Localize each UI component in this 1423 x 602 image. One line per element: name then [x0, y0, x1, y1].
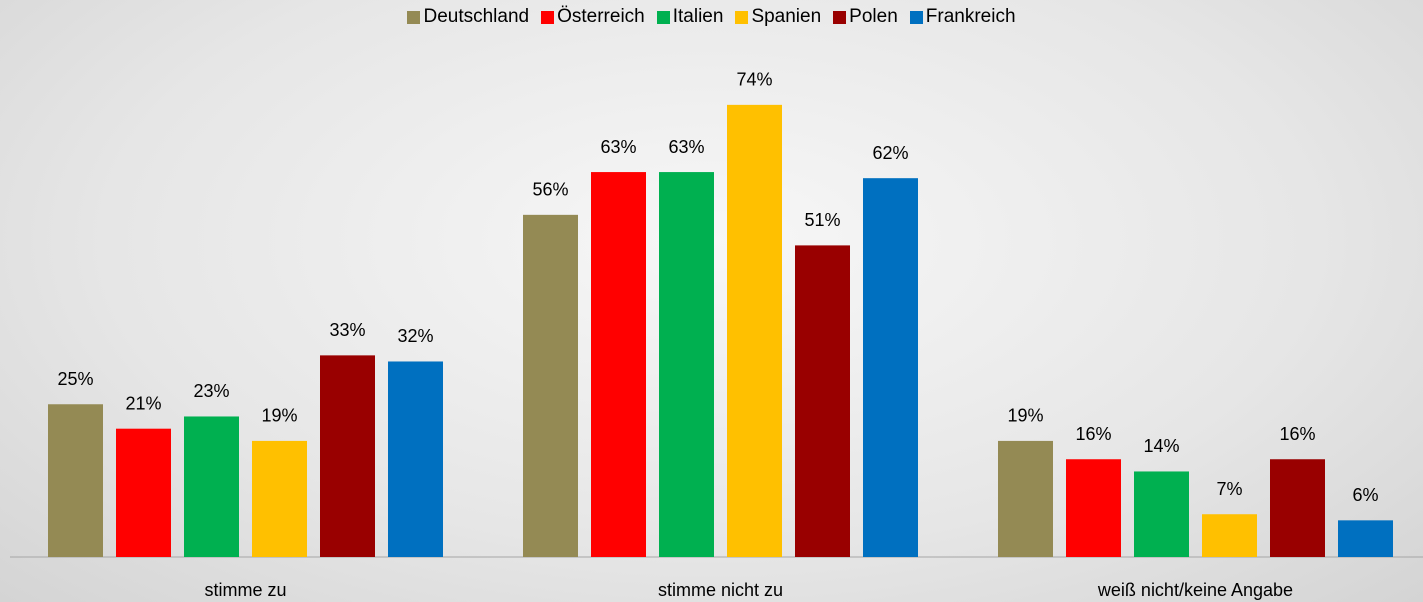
- bar: [998, 440, 1053, 557]
- x-tick-label: weiß nicht/keine Angabe: [1097, 580, 1293, 600]
- data-label: 14%: [1143, 436, 1179, 456]
- x-tick-label: stimme nicht zu: [658, 580, 783, 600]
- bar: [1338, 520, 1393, 557]
- bar: [184, 416, 239, 557]
- bar: [1270, 459, 1325, 557]
- legend-entry: Italien: [656, 6, 724, 28]
- data-label: 32%: [397, 326, 433, 346]
- legend: Deutschland Österreich Italien Spanien Polen…: [0, 6, 1423, 28]
- bar: [1066, 459, 1121, 557]
- legend-label: Spanien: [751, 6, 822, 27]
- legend-swatch: [656, 10, 670, 24]
- legend-entry: Spanien: [735, 6, 821, 28]
- data-label: 6%: [1352, 485, 1378, 505]
- legend-entry: Deutschland: [407, 6, 529, 28]
- bar: [48, 404, 103, 557]
- data-label: 62%: [872, 143, 908, 163]
- data-label: 33%: [329, 320, 365, 340]
- data-label: 16%: [1075, 424, 1111, 444]
- legend-entry: Frankreich: [909, 6, 1016, 28]
- bar: [727, 104, 782, 558]
- bar: [523, 214, 578, 557]
- data-label: 63%: [668, 137, 704, 157]
- legend-label: Italien: [672, 6, 724, 27]
- legend-label: Frankreich: [925, 6, 1016, 27]
- data-label: 63%: [600, 137, 636, 157]
- legend-swatch: [735, 10, 749, 24]
- legend-label: Deutschland: [423, 6, 530, 27]
- legend-entry: Österreich: [541, 6, 645, 28]
- bar: [320, 355, 375, 557]
- bar: [1202, 514, 1257, 557]
- data-label: 21%: [125, 393, 161, 413]
- legend-swatch: [407, 10, 421, 24]
- data-label: 23%: [193, 381, 229, 401]
- data-label: 19%: [1007, 406, 1043, 426]
- x-tick-label: stimme zu: [204, 580, 286, 600]
- data-label: 25%: [57, 369, 93, 389]
- data-label: 7%: [1216, 479, 1242, 499]
- data-label: 16%: [1279, 424, 1315, 444]
- legend-label: Polen: [849, 6, 898, 27]
- legend-label: Österreich: [557, 6, 645, 27]
- bar: [116, 428, 171, 557]
- data-label: 19%: [261, 406, 297, 426]
- legend-swatch: [541, 10, 555, 24]
- legend-entry: Polen: [833, 6, 898, 28]
- bar: [388, 361, 443, 557]
- bar: [863, 178, 918, 557]
- bar: [252, 440, 307, 557]
- data-label: 56%: [532, 180, 568, 200]
- data-label: 74%: [736, 70, 772, 90]
- bar: [795, 245, 850, 557]
- bar: [591, 172, 646, 557]
- data-label: 51%: [804, 210, 840, 230]
- legend-swatch: [833, 10, 847, 24]
- bar: [1134, 471, 1189, 557]
- bar: [659, 172, 714, 557]
- legend-swatch: [909, 10, 923, 24]
